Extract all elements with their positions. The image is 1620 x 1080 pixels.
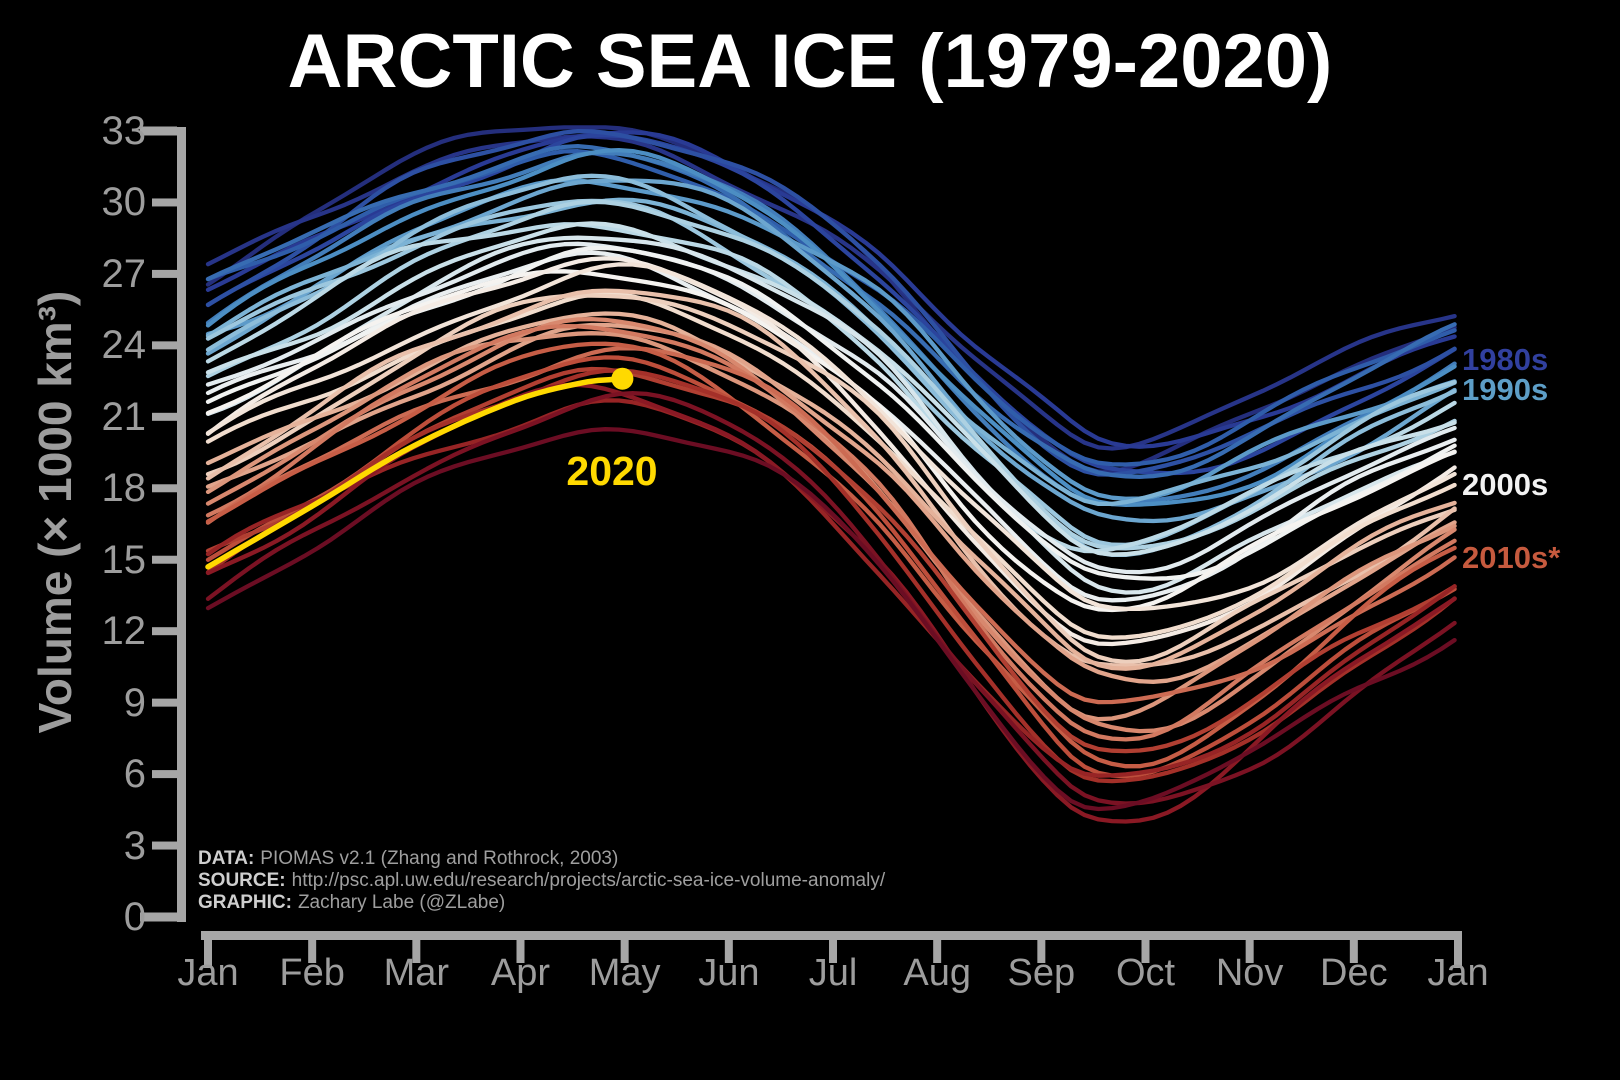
credit-source-label: SOURCE: bbox=[198, 870, 286, 891]
axis-mark bbox=[516, 940, 525, 963]
legend-2010s: 2010s* bbox=[1462, 540, 1561, 575]
axis-mark bbox=[412, 940, 421, 963]
year-line-1990 bbox=[205, 197, 1457, 507]
y-tick-label: 9 bbox=[123, 680, 146, 725]
legend-1990s: 1990s bbox=[1462, 372, 1549, 407]
axis-mark bbox=[933, 940, 942, 963]
x-tick-label: Oct bbox=[1115, 952, 1176, 994]
axis-mark bbox=[152, 841, 177, 850]
x-tick-label: Sep bbox=[1007, 952, 1076, 994]
y-tick-label: 15 bbox=[101, 537, 147, 582]
axis-mark bbox=[140, 126, 177, 136]
x-tick-label: Nov bbox=[1215, 952, 1284, 994]
axis-mark bbox=[152, 484, 177, 493]
axis-mark bbox=[1037, 940, 1046, 963]
latest-data-point-marker bbox=[611, 367, 634, 390]
axis-mark bbox=[152, 269, 177, 278]
year-line-2015 bbox=[205, 368, 1457, 784]
axis-mark bbox=[140, 912, 177, 922]
year-line-1983 bbox=[205, 128, 1457, 477]
axis-mark bbox=[152, 627, 177, 636]
axis-mark bbox=[204, 940, 212, 968]
y-tick-label: 24 bbox=[101, 323, 147, 368]
year-line-2003 bbox=[205, 291, 1457, 640]
year-line-1997 bbox=[205, 241, 1457, 575]
year-line-1989 bbox=[205, 178, 1457, 524]
axis-mark bbox=[152, 341, 177, 350]
year-line-2019 bbox=[205, 427, 1457, 812]
credit-data-label: DATA: bbox=[198, 848, 255, 869]
chart-title: ARCTIC SEA ICE (1979-2020) bbox=[287, 19, 1333, 104]
axis-mark bbox=[152, 412, 177, 421]
year-line-2004 bbox=[205, 293, 1457, 665]
legend-1980s: 1980s bbox=[1462, 342, 1549, 377]
axis-mark bbox=[308, 940, 317, 963]
axis-mark bbox=[152, 555, 177, 564]
x-tick-label: Jul bbox=[808, 952, 858, 994]
axis-mark bbox=[724, 940, 733, 963]
y-tick-label: 21 bbox=[101, 394, 147, 439]
axis-mark bbox=[152, 770, 177, 779]
x-tick-label: Apr bbox=[490, 952, 551, 994]
axis-mark bbox=[1245, 940, 1254, 963]
axis-mark bbox=[1141, 940, 1150, 963]
x-tick-label: Jun bbox=[698, 952, 760, 994]
credits-block: DATA: PIOMAS v2.1 (Zhang and Rothrock, 20… bbox=[198, 848, 885, 914]
year-line-2009 bbox=[205, 316, 1457, 734]
x-tick-label: Aug bbox=[903, 952, 971, 994]
year-line-1987 bbox=[205, 147, 1457, 507]
axis-mark bbox=[1349, 940, 1358, 963]
axis-mark bbox=[1454, 940, 1462, 968]
year-line-2005 bbox=[205, 288, 1457, 668]
legend-2000s: 2000s bbox=[1462, 467, 1549, 502]
axis-mark bbox=[829, 940, 837, 963]
axis-mark bbox=[152, 698, 177, 707]
year-line-1982 bbox=[205, 133, 1457, 476]
axis-mark bbox=[152, 198, 177, 207]
year-line-1995 bbox=[205, 221, 1457, 557]
annotation-2020: 2020 bbox=[566, 448, 658, 494]
credit-graphic-label: GRAPHIC: bbox=[198, 892, 292, 913]
x-tick-label: Jan bbox=[1427, 952, 1489, 994]
y-tick-label: 30 bbox=[101, 180, 147, 225]
y-tick-label: 27 bbox=[101, 251, 147, 296]
y-tick-label: 12 bbox=[101, 609, 147, 654]
x-tick-label: Mar bbox=[383, 952, 450, 994]
year-line-2020 bbox=[205, 375, 626, 570]
x-tick-label: May bbox=[588, 952, 661, 994]
axis-mark bbox=[177, 127, 186, 922]
year-line-2018 bbox=[205, 391, 1457, 806]
year-line-2000 bbox=[205, 269, 1457, 613]
credit-graphic-text: Zachary Labe (@ZLabe) bbox=[297, 892, 506, 913]
credit-source-text: http://psc.apl.uw.edu/research/projects/… bbox=[291, 870, 886, 891]
year-line-2006 bbox=[205, 311, 1457, 671]
year-line-2002 bbox=[205, 262, 1457, 612]
y-tick-label: 3 bbox=[123, 823, 146, 868]
credit-graphic: GRAPHIC: Zachary Labe (@ZLabe) bbox=[198, 892, 885, 914]
x-tick-label: Feb bbox=[279, 952, 345, 994]
year-line-2016 bbox=[205, 398, 1457, 778]
y-tick-label: 6 bbox=[123, 752, 146, 797]
axis-mark bbox=[201, 931, 1462, 940]
credit-data: DATA: PIOMAS v2.1 (Zhang and Rothrock, 20… bbox=[198, 848, 885, 870]
x-tick-label: Dec bbox=[1320, 952, 1388, 994]
credit-source: SOURCE: http://psc.apl.uw.edu/research/pr… bbox=[198, 870, 885, 892]
year-line-1985 bbox=[205, 144, 1457, 479]
y-tick-label: 0 bbox=[123, 895, 146, 939]
y-tick-label: 33 bbox=[101, 109, 147, 153]
year-line-2011 bbox=[205, 346, 1457, 705]
credit-data-text: PIOMAS v2.1 (Zhang and Rothrock, 2003) bbox=[260, 848, 619, 869]
axis-mark bbox=[620, 940, 629, 963]
x-tick-label: Jan bbox=[177, 952, 239, 994]
y-tick-label: 18 bbox=[101, 466, 147, 511]
